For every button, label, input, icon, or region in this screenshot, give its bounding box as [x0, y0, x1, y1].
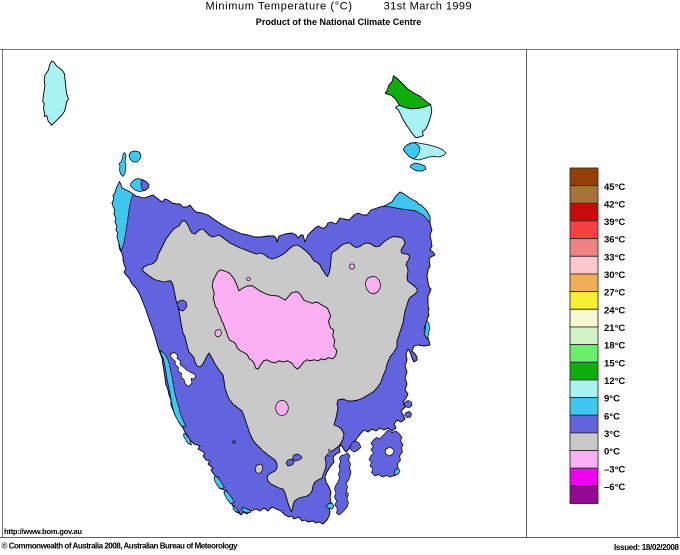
svg-text:Issued: 18/02/2008: Issued: 18/02/2008: [614, 543, 680, 552]
svg-text:–6°C: –6°C: [604, 482, 625, 493]
svg-text:21°C: 21°C: [604, 323, 625, 334]
svg-text:12°C: 12°C: [604, 376, 625, 387]
svg-text:24°C: 24°C: [604, 305, 625, 316]
svg-text:42°C: 42°C: [604, 199, 625, 210]
svg-text:18°C: 18°C: [604, 341, 625, 352]
svg-text:39°C: 39°C: [604, 217, 625, 228]
svg-text:3°C: 3°C: [604, 429, 620, 440]
svg-text:9°C: 9°C: [604, 394, 620, 405]
svg-text:–3°C: –3°C: [604, 464, 625, 475]
svg-text:6°C: 6°C: [604, 411, 620, 422]
svg-text:30°C: 30°C: [604, 270, 625, 281]
svg-text:0°C: 0°C: [604, 447, 620, 458]
svg-text:45°C: 45°C: [604, 182, 625, 193]
svg-text:Minimum Temperature (°C): Minimum Temperature (°C): [206, 1, 353, 13]
svg-text:http://www.bom.gov.au: http://www.bom.gov.au: [4, 527, 82, 536]
svg-text:15°C: 15°C: [604, 358, 625, 369]
svg-text:© Commonwealth of Australia 20: © Commonwealth of Australia 2008, Austra…: [2, 542, 239, 551]
svg-text:Product of the National Climat: Product of the National Climate Centre: [256, 17, 421, 27]
svg-text:27°C: 27°C: [604, 288, 625, 299]
svg-text:31st March 1999: 31st March 1999: [384, 1, 472, 13]
svg-text:36°C: 36°C: [604, 235, 625, 246]
svg-text:33°C: 33°C: [604, 252, 625, 263]
